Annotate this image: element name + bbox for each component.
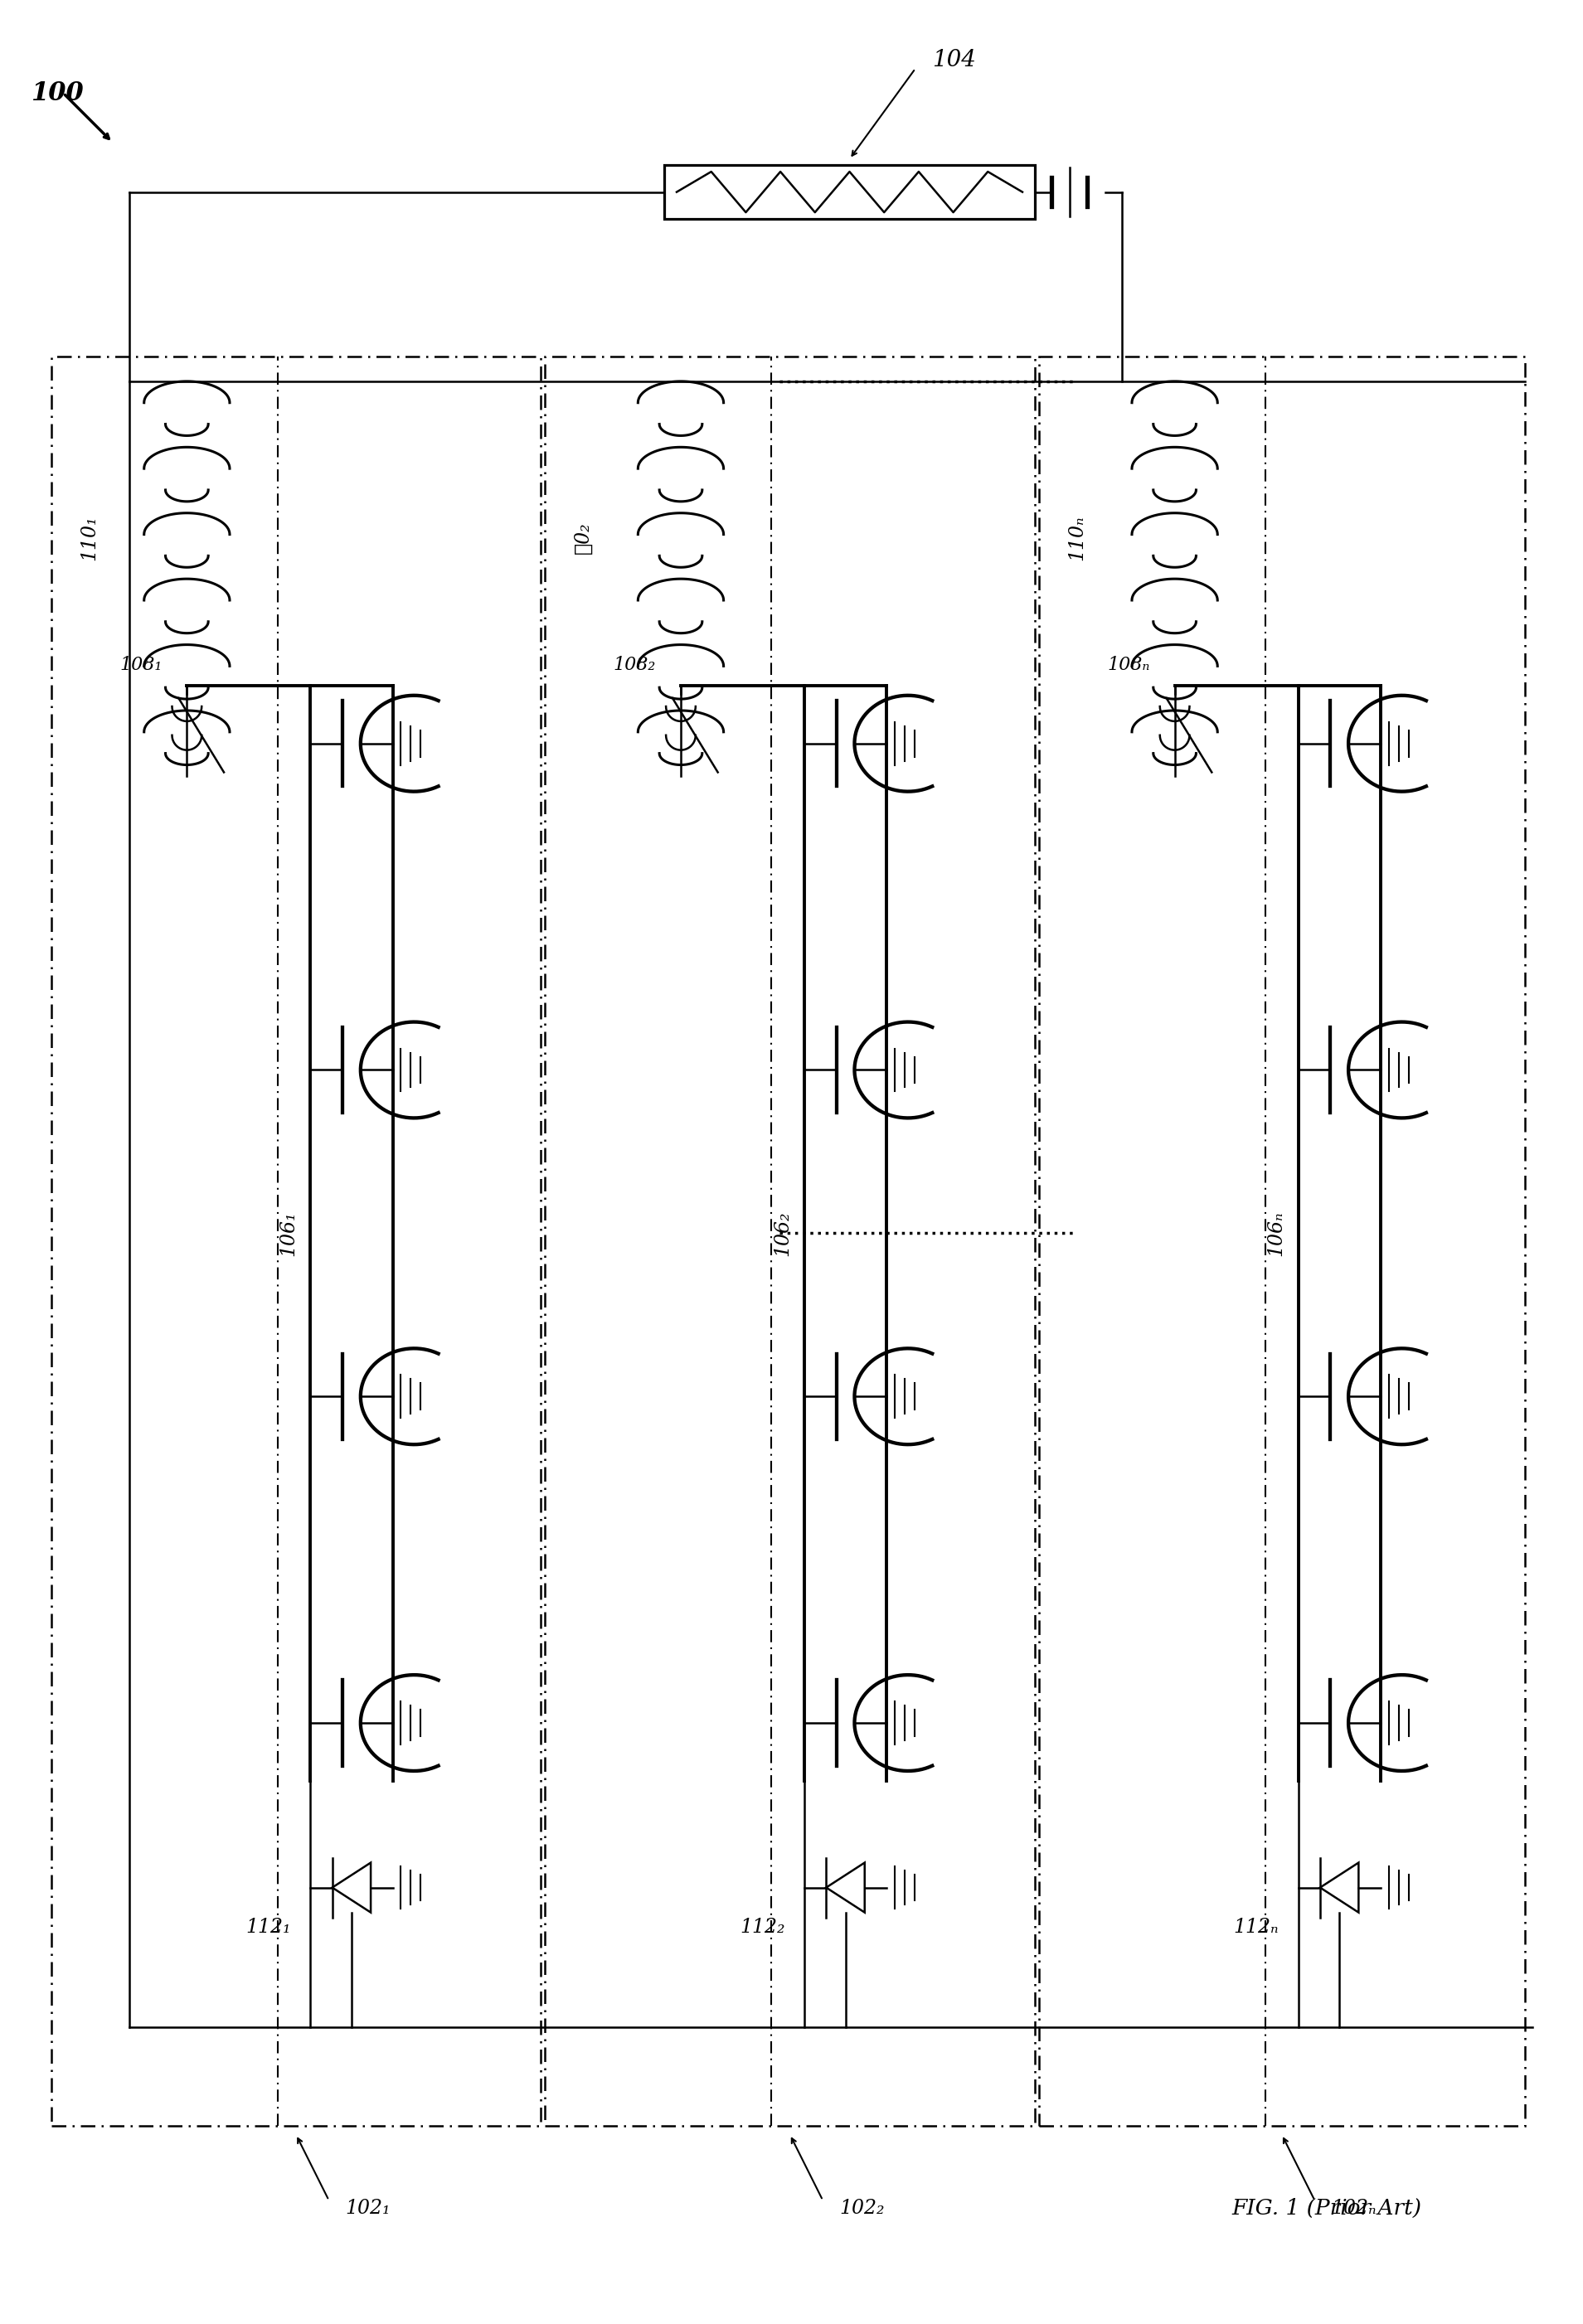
Text: 106₁: 106₁ [279, 1211, 298, 1255]
Text: 102₂: 102₂ [839, 2199, 885, 2217]
Text: 108ₙ: 108ₙ [1108, 655, 1149, 674]
Text: 112ₙ: 112ₙ [1233, 1917, 1279, 1936]
Text: 106₂: 106₂ [773, 1211, 792, 1255]
Bar [545, 356, 1035, 2126]
Bar [1038, 356, 1524, 2126]
Text: 100: 100 [30, 81, 84, 107]
Text: 104: 104 [932, 49, 975, 72]
Bar [665, 165, 1035, 218]
Text: 102₁: 102₁ [345, 2199, 391, 2217]
Text: 108₁: 108₁ [120, 655, 161, 674]
Text: 110ₙ: 110ₙ [1067, 516, 1086, 560]
Text: 102ₙ: 102ₙ [1331, 2199, 1376, 2217]
Text: 108₂: 108₂ [614, 655, 655, 674]
Text: 110₁: 110₁ [79, 516, 98, 560]
Text: 112₂: 112₂ [739, 1917, 785, 1936]
Bar [51, 356, 541, 2126]
Text: 112₁: 112₁ [245, 1917, 291, 1936]
Text: FIG. 1 (Prior Art): FIG. 1 (Prior Art) [1232, 2199, 1422, 2219]
Text: 106ₙ: 106ₙ [1266, 1211, 1285, 1255]
Text: 㰑0₂: 㰑0₂ [573, 521, 592, 553]
